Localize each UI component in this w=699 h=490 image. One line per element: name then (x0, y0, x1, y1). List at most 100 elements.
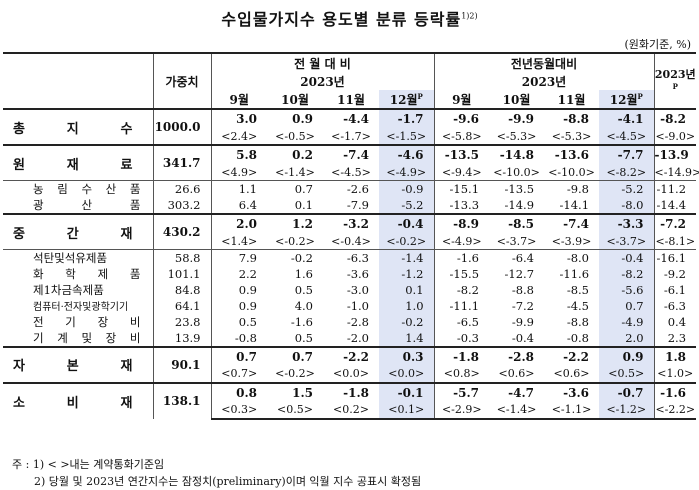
item-mom-value-0: 0.9 (210, 298, 267, 314)
yoy-value-0: -13.5 (433, 144, 490, 164)
item-yoy-value-0: -15.5 (433, 266, 490, 282)
item-yoy-value-2: -9.8 (544, 180, 600, 197)
item-yoy-value-2: -11.6 (559, 267, 590, 281)
category-contract-row: <4.9> <-1.4> <-4.5> <-4.9> <-9.4> <-10.0> <-10… (3, 164, 699, 181)
year-value: -7.2 (653, 213, 697, 233)
item-yoy-value-2: -0.8 (566, 330, 590, 345)
header-month-mom-2: 11월 (337, 92, 365, 107)
yoy-value-3: -0.7 (599, 381, 655, 402)
char: 품 (129, 198, 141, 212)
yoy-contract-2: <-1.1> (544, 401, 600, 420)
item-mom-value-2: -7.9 (346, 198, 369, 212)
yoy-value-2: -8.8 (544, 108, 600, 128)
mom-value-3: -4.6 (379, 144, 435, 164)
item-yoy-value-1: -7.2 (511, 298, 535, 313)
yoy-contract-0: <-9.4> (433, 164, 490, 181)
item-year: -16.1 (653, 249, 697, 266)
char: 재 (120, 395, 133, 411)
char: 화 (33, 267, 44, 281)
item-weight: 64.1 (152, 298, 211, 314)
yoy-contract-0: <0.8> (433, 365, 490, 383)
mom-value-0: 0.7 (210, 345, 267, 366)
yoy-contract-3: <-3.7> (599, 233, 655, 250)
year-value: -1.6 (653, 381, 697, 402)
yoy-contract-2: <-3.9> (551, 234, 592, 248)
category-contract-row: <2.4> <-0.5> <-1.7> <-1.5> <-5.8> <-5.3> <-5.3… (3, 128, 697, 145)
yoy-value-0: -5.7 (433, 381, 490, 402)
yoy-contract-0: <-5.8> (433, 128, 490, 145)
header-row-1: 가중치 전 월 대 비 전년동월대비 2023년P (3, 52, 697, 109)
item-yoy-value-0: -1.6 (433, 249, 490, 266)
item-mom-value-1: -0.2 (267, 249, 323, 266)
item-yoy-value-2: -8.0 (544, 249, 600, 266)
year-contract: <1.0> (653, 365, 697, 383)
item-yoy-value-3: 0.7 (599, 298, 655, 314)
char: 비 (129, 314, 141, 329)
category-weight: 1000.0 (152, 108, 211, 145)
header-yoy: 전년동월대비 (433, 52, 655, 72)
item-yoy-value-0: -15.1 (433, 180, 490, 197)
item-mom-value-0: 0.9 (210, 282, 267, 298)
header-row-months: 9월 10월 11월 12월P 9월 10월 11월 12월P (3, 90, 696, 109)
category-row: 소 비 재 138.1 0.8 1.5 -1.8 -0.1 -5.7 -4.7 -3.6 -0.7 -1… (3, 381, 697, 419)
yoy-value-0: -1.8 (433, 345, 490, 366)
char: 전 (33, 314, 44, 329)
item-yoy-value-3: -8.0 (599, 197, 655, 214)
yoy-contract-3: <-1.2> (599, 401, 655, 420)
item-mom-value-0: 2.2 (210, 266, 267, 282)
item-yoy-value-2: -8.5 (566, 283, 590, 297)
mom-value-2: -1.8 (323, 381, 379, 402)
category-row: 자 본 재 90.1 0.7 0.7 -2.2 0.3 -1.8 -2.8 -2.2 0.9 1.8 (3, 345, 697, 383)
header-month-mom-3: 12월P (379, 90, 435, 109)
item-year: -11.2 (653, 180, 697, 197)
yoy-contract-1: <-5.3> (496, 129, 537, 143)
mom-value-1: 1.5 (267, 381, 323, 402)
char: 제 (97, 267, 109, 281)
mom-value-0: 3.0 (210, 108, 267, 128)
char: 및 (81, 330, 93, 345)
mom-contract-3: <0.0> (379, 365, 435, 383)
header-mom: 전 월 대 비 (210, 52, 435, 72)
item-year: 0.4 (653, 313, 697, 330)
mom-value-0: 5.8 (210, 144, 267, 164)
item-mom-value-1: -1.6 (290, 314, 313, 329)
item-row: 제1차금속제품 84.8 0.9 0.5 -3.0 0.1 -8.2 -8.8 -8.5 -5.6… (3, 282, 697, 298)
char: 품 (129, 267, 141, 281)
item-year: 2.3 (653, 329, 697, 347)
mom-contract-3: <-0.2> (379, 233, 435, 250)
item-yoy-value-1: -8.8 (511, 283, 535, 297)
yoy-contract-0: <-4.9> (433, 233, 490, 250)
page-title: 수입물가지수 용도별 분류 등락률1)2) (0, 6, 699, 30)
month-text: 12월 (609, 92, 638, 107)
item-weight: 101.1 (152, 266, 211, 282)
category-row: 원 재 료 341.7 5.8 0.2 -7.4 -4.6 -13.5 -14.8 -13.6 -7.… (3, 144, 697, 181)
header-blank (3, 52, 153, 109)
yoy-contract-2: <-10.0> (548, 165, 595, 179)
item-row: 전 기 장 비 23.8 0.5 -1.6 -2.8 -0.2 -6.5 -9.9 -8.8 -4.9 0… (3, 313, 697, 330)
mom-value-2: -7.4 (323, 144, 379, 164)
char: 재 (120, 226, 133, 242)
char: 지 (66, 121, 79, 137)
header-row-2: 2023년 2023년 (3, 72, 696, 90)
item-yoy-value-3: -8.2 (599, 266, 655, 282)
item-mom-value-3: -0.2 (379, 313, 435, 330)
mom-contract-2: <-4.5> (331, 165, 371, 179)
yoy-value-1: -14.8 (489, 144, 545, 164)
yoy-contract-1: <0.6> (498, 367, 535, 380)
item-weight: 58.8 (152, 249, 211, 266)
char: 림 (57, 182, 68, 196)
char: 농 (33, 182, 44, 196)
mom-contract-1: <-0.5> (275, 129, 315, 143)
mom-contract-2: <0.0> (333, 367, 369, 380)
char: 비 (129, 330, 141, 345)
